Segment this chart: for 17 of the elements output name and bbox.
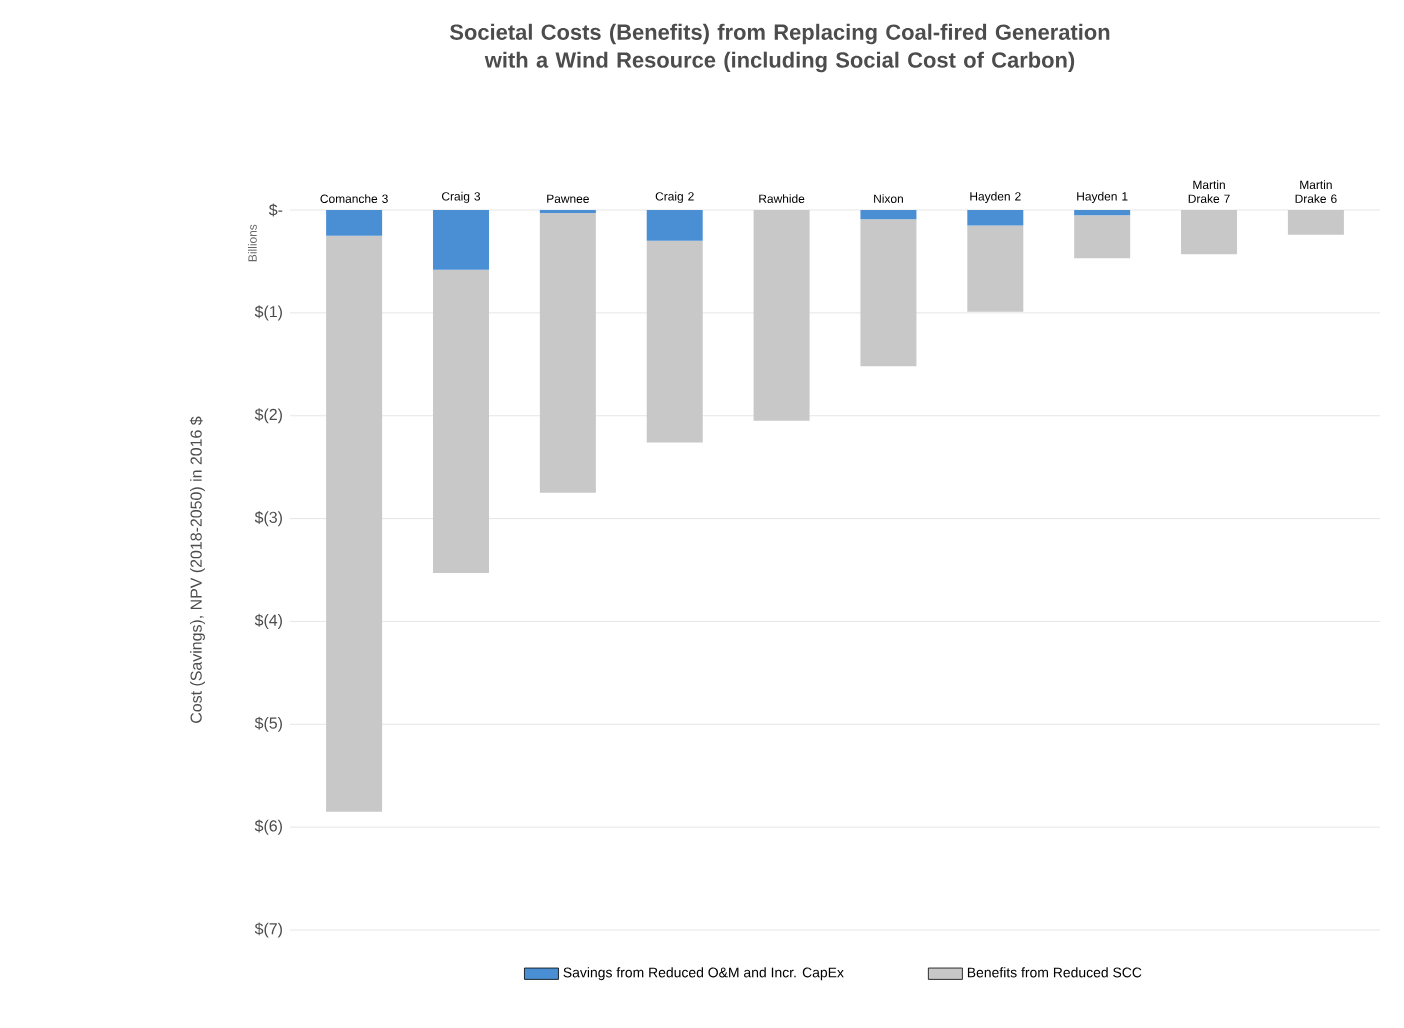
bar: [1074, 215, 1131, 259]
bar: [326, 210, 383, 236]
bar: [646, 210, 703, 241]
bar: [860, 210, 917, 220]
bar: [1287, 210, 1344, 235]
bar: [1181, 210, 1238, 255]
bar: [432, 210, 489, 270]
bar: [539, 213, 596, 493]
chart-title: Societal Costs (Benefits) from Replacing Coal-fired Generation with a Wind Resource (including Social Cost of Carbon): [449, 23, 1110, 73]
bar: [432, 269, 489, 574]
bar: [1074, 210, 1131, 216]
bar: [967, 225, 1024, 312]
bar: [326, 235, 383, 812]
bar: [753, 210, 810, 421]
bar: [860, 219, 917, 367]
bar: [646, 240, 703, 443]
bar: [967, 210, 1024, 226]
